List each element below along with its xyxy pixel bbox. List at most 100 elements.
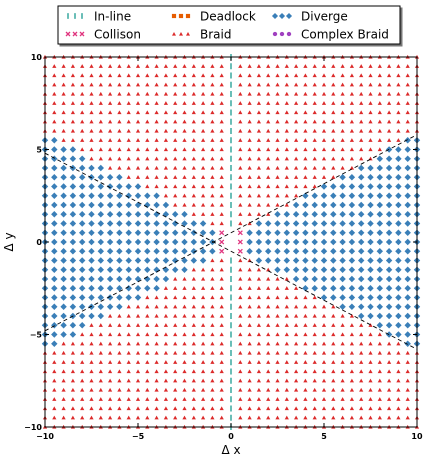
diverge-point: [97, 220, 104, 227]
braid-point: [266, 332, 271, 337]
braid-point: [108, 323, 113, 327]
braid-point: [163, 165, 168, 170]
diverge-point: [181, 211, 188, 218]
diverge-point: [302, 275, 309, 283]
braid-point: [321, 175, 327, 179]
braid-point: [135, 332, 141, 337]
braid-point: [108, 369, 113, 374]
braid-point: [405, 387, 410, 392]
braid-point: [256, 119, 261, 124]
diverge-point: [79, 164, 86, 172]
braid-point: [359, 387, 364, 392]
braid-point: [61, 110, 66, 115]
braid-point: [238, 101, 243, 105]
braid-point: [163, 64, 168, 68]
diverge-point: [255, 257, 263, 264]
diverge-point: [88, 201, 95, 209]
braid-point: [340, 110, 345, 115]
diverge-point: [88, 285, 95, 292]
braid-point: [145, 184, 150, 189]
diverge-point: [367, 174, 374, 181]
braid-point: [238, 221, 243, 226]
braid-point: [173, 397, 178, 401]
braid-point: [256, 101, 261, 105]
braid-point: [163, 350, 168, 355]
braid-point: [349, 397, 354, 401]
diverge-point: [330, 201, 337, 209]
braid-point: [210, 360, 215, 364]
diverge-point: [292, 266, 300, 273]
braid-point: [89, 138, 94, 142]
braid-point: [145, 73, 150, 78]
braid-point: [219, 91, 224, 96]
braid-point: [266, 138, 271, 142]
braid-point: [340, 156, 345, 161]
braid-point: [368, 73, 373, 78]
diverge-point: [69, 146, 77, 153]
diverge-point: [330, 183, 337, 190]
braid-point: [256, 406, 261, 411]
diverge-point: [153, 275, 160, 283]
braid-point: [247, 369, 252, 374]
legend-marker-square: [185, 13, 191, 19]
braid-point: [173, 64, 178, 68]
braid-point: [266, 91, 271, 96]
diverge-point: [395, 183, 402, 190]
braid-point: [108, 415, 113, 420]
diverge-point: [60, 183, 67, 190]
diverge-point: [385, 312, 393, 320]
braid-point: [80, 119, 85, 124]
braid-point: [70, 101, 75, 105]
diverge-point: [367, 201, 374, 209]
diverge-point: [367, 285, 374, 292]
braid-point: [201, 175, 206, 179]
braid-point: [294, 341, 299, 346]
braid-point: [145, 128, 150, 133]
y-tick-label: −5: [30, 331, 43, 340]
braid-point: [219, 369, 224, 374]
braid-point: [108, 360, 113, 364]
braid-point: [294, 64, 299, 68]
braid-point: [191, 212, 196, 216]
braid-point: [303, 397, 308, 401]
braid-point: [405, 378, 410, 383]
diverge-point: [320, 275, 328, 283]
braid-point: [145, 369, 150, 374]
braid-point: [98, 110, 103, 115]
diverge-point: [97, 183, 104, 190]
braid-point: [284, 397, 289, 401]
braid-point: [238, 175, 243, 179]
braid-point: [238, 286, 243, 290]
collision-point: [237, 239, 243, 245]
braid-point: [238, 138, 243, 142]
braid-point: [201, 193, 206, 198]
braid-point: [117, 156, 122, 161]
diverge-point: [97, 164, 104, 172]
diverge-point: [97, 248, 104, 255]
braid-point: [154, 332, 159, 337]
braid-point: [89, 147, 94, 152]
braid-point: [321, 341, 327, 346]
braid-point: [321, 323, 327, 327]
braid-point: [247, 304, 252, 309]
braid-point: [201, 286, 206, 290]
braid-point: [154, 73, 159, 78]
braid-point: [210, 101, 215, 105]
braid-point: [284, 128, 289, 133]
diverge-point: [88, 238, 95, 246]
braid-point: [303, 165, 308, 170]
braid-point: [182, 165, 187, 170]
braid-point: [303, 378, 308, 383]
braid-point: [182, 73, 187, 78]
diverge-point: [79, 303, 86, 310]
braid-point: [117, 119, 122, 124]
diverge-point: [367, 248, 374, 255]
braid-point: [331, 128, 336, 133]
braid-point: [303, 138, 308, 142]
braid-point: [135, 397, 141, 401]
braid-point: [98, 397, 103, 401]
braid-point: [312, 378, 317, 383]
diverge-point: [106, 220, 114, 227]
braid-point: [396, 64, 401, 68]
diverge-point: [404, 266, 411, 273]
